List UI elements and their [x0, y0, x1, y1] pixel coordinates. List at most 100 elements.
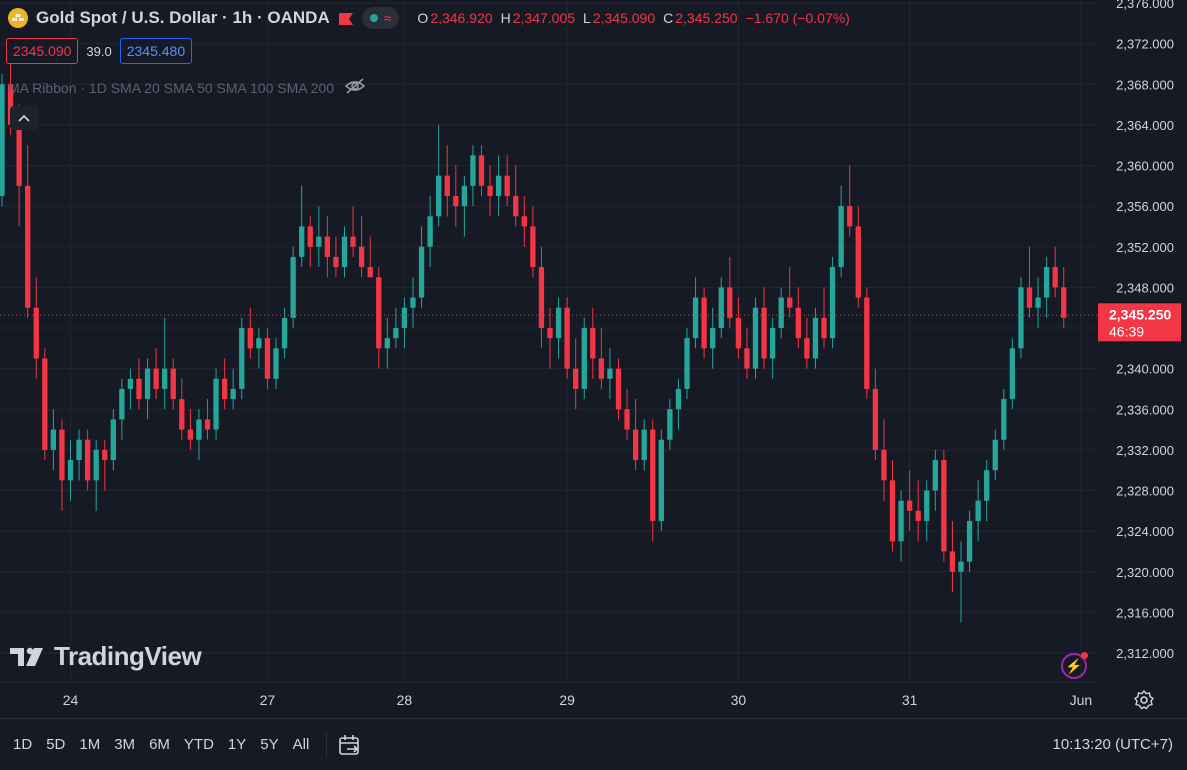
eye-off-icon[interactable] [344, 78, 366, 97]
candle-body [487, 185, 493, 196]
candle-body [444, 175, 450, 196]
tradingview-logo[interactable]: TradingView [10, 641, 202, 672]
candle-body [564, 307, 570, 369]
bolt-icon[interactable]: ⚡ [1061, 652, 1088, 679]
symbol-title[interactable]: Gold Spot / U.S. Dollar · 1h · OANDA [36, 8, 330, 27]
candle-body [641, 429, 647, 461]
candle-body [667, 409, 673, 440]
candle-body [581, 328, 587, 389]
candle-body [804, 338, 810, 359]
candles [0, 53, 1067, 623]
last-price-label: 2,345.250 [1109, 306, 1171, 322]
settings-icon[interactable] [1133, 689, 1155, 711]
y-tick-label: 2,324.000 [1116, 524, 1174, 539]
indicator-label[interactable]: MA Ribbon · 1D SMA 20 SMA 50 SMA 100 SMA… [8, 79, 335, 96]
candle-body [42, 358, 48, 450]
candle-body [504, 175, 510, 196]
price-change: −1.670 (−0.07%) [745, 10, 850, 26]
candle-body [127, 378, 134, 389]
candle-body [196, 419, 202, 440]
candle-body [33, 307, 39, 359]
timeframe-3m[interactable]: 3M [114, 736, 136, 753]
calendar-range-icon[interactable] [337, 732, 363, 758]
candle-body [966, 520, 973, 562]
timeframe-all[interactable]: All [292, 736, 310, 753]
candle-body [290, 256, 296, 318]
y-tick-label: 2,368.000 [1116, 77, 1174, 92]
candle-body [821, 317, 827, 339]
candle-body [984, 470, 990, 501]
market-status-pill[interactable]: ≈ [361, 7, 400, 29]
candle-body [915, 510, 921, 521]
candle-body [367, 267, 373, 278]
candle-body [1009, 348, 1016, 400]
ohlc-low-value: 2,345.090 [592, 10, 656, 26]
candle-body [410, 297, 416, 308]
sell-button[interactable]: 2345.090 [6, 38, 79, 64]
time-axis[interactable]: 242728293031Jun4 [63, 692, 1187, 708]
candle-body [401, 307, 408, 328]
candle-body [992, 439, 998, 471]
candle-body [350, 236, 356, 247]
timeframe-1y[interactable]: 1Y [227, 736, 247, 753]
candle-body [256, 338, 262, 349]
indicator-legend[interactable]: MA Ribbon · 1D SMA 20 SMA 50 SMA 100 SMA… [8, 78, 366, 97]
candle-body [358, 246, 365, 268]
candle-body [495, 175, 502, 196]
notification-dot [1081, 652, 1088, 659]
candle-body [632, 429, 639, 461]
candle-body [838, 206, 844, 268]
candle-body [119, 388, 125, 420]
timeframe-ytd[interactable]: YTD [183, 736, 214, 753]
x-tick-label: Jun [1070, 692, 1093, 708]
last-price-badge [1098, 303, 1181, 342]
candle-body [829, 267, 836, 339]
candle-body [787, 297, 793, 308]
candle-body [675, 388, 682, 410]
price-chart[interactable]: 2,376.000 2,372.000 2,368.000 2,364.000 2,36… [0, 0, 1187, 718]
candle-body [393, 328, 399, 339]
candle-body [744, 348, 750, 369]
y-tick-label: 2,336.000 [1116, 402, 1174, 417]
flag-icon[interactable] [338, 11, 354, 25]
gold-coin-icon[interactable] [8, 8, 28, 28]
price-axis[interactable]: 2,376.000 2,372.000 2,368.000 2,364.000 2,36… [1098, 0, 1187, 718]
candle-body [153, 368, 159, 389]
timeframe-1m[interactable]: 1M [79, 736, 101, 753]
candle-body [333, 256, 339, 268]
buy-button[interactable]: 2345.480 [119, 38, 193, 64]
candle-body [281, 317, 288, 349]
candle-body [7, 84, 14, 125]
candle-body [881, 449, 887, 481]
candle-body [453, 195, 459, 207]
candle-body [727, 287, 733, 318]
y-tick-label: 2,360.000 [1116, 159, 1174, 174]
candle-body [692, 297, 699, 339]
timeframe-1d[interactable]: 1D [13, 736, 33, 753]
timeframe-selector: 1D 5D 1M 3M 6M YTD 1Y 5Y All [6, 736, 316, 753]
candle-body [376, 277, 382, 349]
candle-body [615, 368, 622, 410]
clock[interactable]: 10:13:20 (UTC+7) [1052, 736, 1173, 753]
timeframe-5y[interactable]: 5Y [260, 736, 279, 753]
timeframe-6m[interactable]: 6M [149, 736, 170, 753]
y-tick-label: 2,364.000 [1116, 118, 1174, 133]
collapse-legend-button[interactable] [10, 106, 38, 130]
y-tick-label: 2,316.000 [1116, 605, 1174, 620]
x-tick-label: 29 [559, 692, 575, 708]
candle-body [752, 307, 759, 369]
x-tick-label: 30 [731, 692, 747, 708]
candle-body [855, 226, 861, 298]
candle-body [299, 226, 305, 257]
timeframe-5d[interactable]: 5D [46, 736, 66, 753]
candle-body [16, 124, 22, 186]
candle-body [316, 236, 322, 247]
y-tick-label: 2,312.000 [1116, 646, 1174, 661]
candle-body [975, 500, 981, 521]
candle-body [521, 216, 527, 227]
x-tick-label: 27 [260, 692, 276, 708]
toolbar-divider [326, 731, 328, 758]
spread-value: 39.0 [86, 43, 112, 59]
chevron-up-icon [18, 111, 30, 125]
